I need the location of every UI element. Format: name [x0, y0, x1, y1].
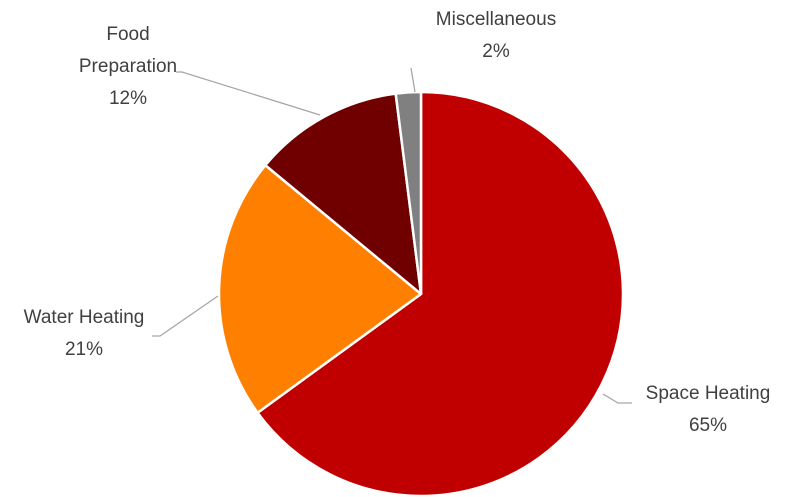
value-label: 12%	[108, 88, 148, 109]
category-label: Food Preparation	[78, 24, 178, 77]
value-label: 2%	[482, 41, 510, 62]
pie-slice	[217, 163, 423, 414]
leader-line	[176, 71, 321, 116]
category-label: Water Heating	[23, 307, 145, 328]
value-label: 21%	[64, 339, 104, 360]
slice-label: Food Preparation 12%	[63, 19, 193, 115]
pie-slice	[394, 90, 423, 296]
slice-label: Water Heating 21%	[0, 302, 169, 366]
pie-slice	[264, 92, 423, 296]
category-label: Miscellaneous	[435, 9, 557, 30]
leader-line	[152, 295, 219, 337]
slice-label: Miscellaneous 2%	[411, 4, 581, 68]
category-label: Space Heating	[645, 383, 771, 404]
slice-label: Space Heating 65%	[623, 378, 787, 442]
leader-line	[410, 67, 416, 93]
value-label: 65%	[688, 415, 728, 436]
pie-slice	[256, 90, 625, 497]
leader-line	[602, 393, 632, 404]
